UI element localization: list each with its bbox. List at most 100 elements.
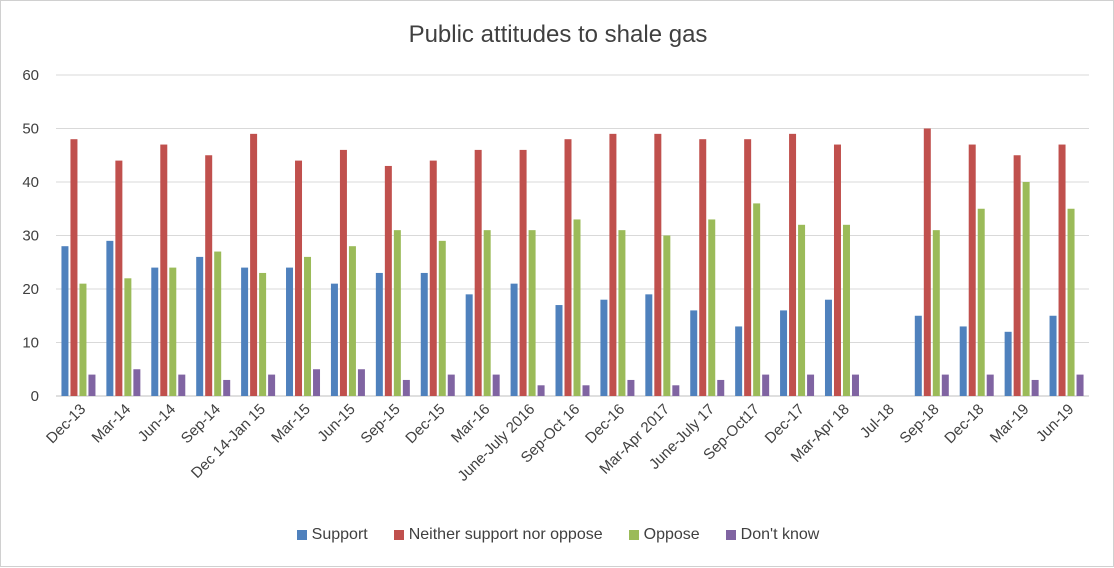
bar-oppose (304, 256, 312, 396)
bar-neither-support-nor-oppose (968, 144, 976, 396)
bar-support (286, 267, 294, 396)
bar-oppose (932, 230, 940, 396)
bar-support (914, 315, 922, 396)
bar-don-t-know (582, 385, 590, 396)
bar-oppose (1022, 182, 1030, 396)
bar-neither-support-nor-oppose (699, 139, 707, 396)
bar-support (690, 310, 698, 396)
y-tick-label: 60 (22, 67, 39, 84)
y-tick-label: 20 (22, 281, 39, 298)
bar-neither-support-nor-oppose (160, 144, 168, 396)
bar-neither-support-nor-oppose (833, 144, 841, 396)
bar-oppose (753, 203, 761, 396)
bar-neither-support-nor-oppose (789, 133, 797, 396)
x-tick-label: Mar-15 (268, 401, 314, 447)
bar-support (780, 310, 788, 396)
bar-support (420, 272, 428, 396)
legend-item: Support (296, 526, 368, 544)
bar-oppose (438, 240, 446, 396)
bar-oppose (259, 272, 267, 396)
bar-neither-support-nor-oppose (923, 128, 931, 396)
bar-oppose (528, 230, 536, 396)
bar-neither-support-nor-oppose (339, 149, 347, 396)
bar-don-t-know (627, 379, 635, 396)
x-tick-label: Jun-15 (314, 401, 358, 445)
bar-don-t-know (313, 369, 321, 396)
bar-don-t-know (807, 374, 815, 396)
bar-neither-support-nor-oppose (744, 139, 752, 396)
bar-don-t-know (88, 374, 96, 396)
bar-oppose (169, 267, 177, 396)
x-tick-label: Sep-15 (357, 401, 403, 447)
bar-support (824, 299, 832, 396)
bar-oppose (124, 278, 132, 396)
bar-don-t-know (447, 374, 455, 396)
bar-neither-support-nor-oppose (429, 160, 437, 396)
bar-neither-support-nor-oppose (70, 139, 78, 396)
bar-oppose (618, 230, 626, 396)
x-tick-label: Jun-14 (135, 401, 179, 445)
bar-neither-support-nor-oppose (295, 160, 303, 396)
bar-don-t-know (402, 379, 410, 396)
x-tick-label: Jun-19 (1033, 401, 1077, 445)
legend-label: Support (311, 526, 368, 543)
bar-support (1049, 315, 1057, 396)
chart-title: Public attitudes to shale gas (408, 21, 708, 48)
y-tick-label: 40 (22, 174, 39, 191)
legend-label: Neither support nor oppose (408, 526, 603, 543)
bar-oppose (1067, 208, 1075, 396)
bar-support (510, 283, 518, 396)
legend-swatch (296, 530, 307, 540)
bar-support (555, 305, 563, 396)
x-tick-label: Dec-13 (43, 401, 89, 447)
bar-neither-support-nor-oppose (384, 165, 392, 396)
bar-neither-support-nor-oppose (1058, 144, 1066, 396)
bar-support (375, 272, 383, 396)
bar-neither-support-nor-oppose (564, 139, 572, 396)
bar-don-t-know (672, 385, 680, 396)
bar-don-t-know (1031, 379, 1039, 396)
bar-oppose (842, 224, 850, 396)
bar-support (1004, 331, 1012, 396)
bar-don-t-know (223, 379, 231, 396)
legend-swatch (393, 530, 404, 540)
bar-oppose (348, 246, 356, 396)
bar-oppose (977, 208, 985, 396)
bar-support (330, 283, 338, 396)
bar-don-t-know (717, 379, 725, 396)
bar-don-t-know (357, 369, 365, 396)
x-tick-label: Dec-15 (402, 401, 448, 447)
bar-oppose (393, 230, 401, 396)
bar-support (645, 294, 653, 396)
y-tick-label: 10 (22, 335, 39, 352)
bar-don-t-know (178, 374, 186, 396)
legend-swatch (725, 530, 736, 540)
bar-oppose (798, 224, 806, 396)
legend-item: Neither support nor oppose (393, 526, 603, 544)
bar-support (465, 294, 473, 396)
bar-neither-support-nor-oppose (474, 149, 482, 396)
bar-oppose (573, 219, 581, 396)
legend-item: Don't know (725, 526, 820, 544)
bar-don-t-know (537, 385, 545, 396)
bar-neither-support-nor-oppose (609, 133, 617, 396)
bar-support (241, 267, 249, 396)
bar-oppose (214, 251, 222, 396)
bar-neither-support-nor-oppose (115, 160, 123, 396)
bar-don-t-know (851, 374, 859, 396)
bar-don-t-know (986, 374, 994, 396)
y-tick-label: 30 (22, 228, 39, 245)
x-tick-label: Jul-18 (857, 401, 898, 442)
x-tick-label: Sep-18 (896, 401, 942, 447)
bar-neither-support-nor-oppose (250, 133, 258, 396)
legend-swatch (628, 530, 639, 540)
bar-don-t-know (268, 374, 276, 396)
legend-label: Don't know (740, 526, 820, 543)
y-tick-label: 50 (22, 121, 39, 138)
bar-don-t-know (1076, 374, 1084, 396)
bar-support (106, 240, 114, 396)
bar-don-t-know (762, 374, 770, 396)
bar-support (196, 256, 204, 396)
x-tick-label: Dec-18 (941, 401, 987, 447)
